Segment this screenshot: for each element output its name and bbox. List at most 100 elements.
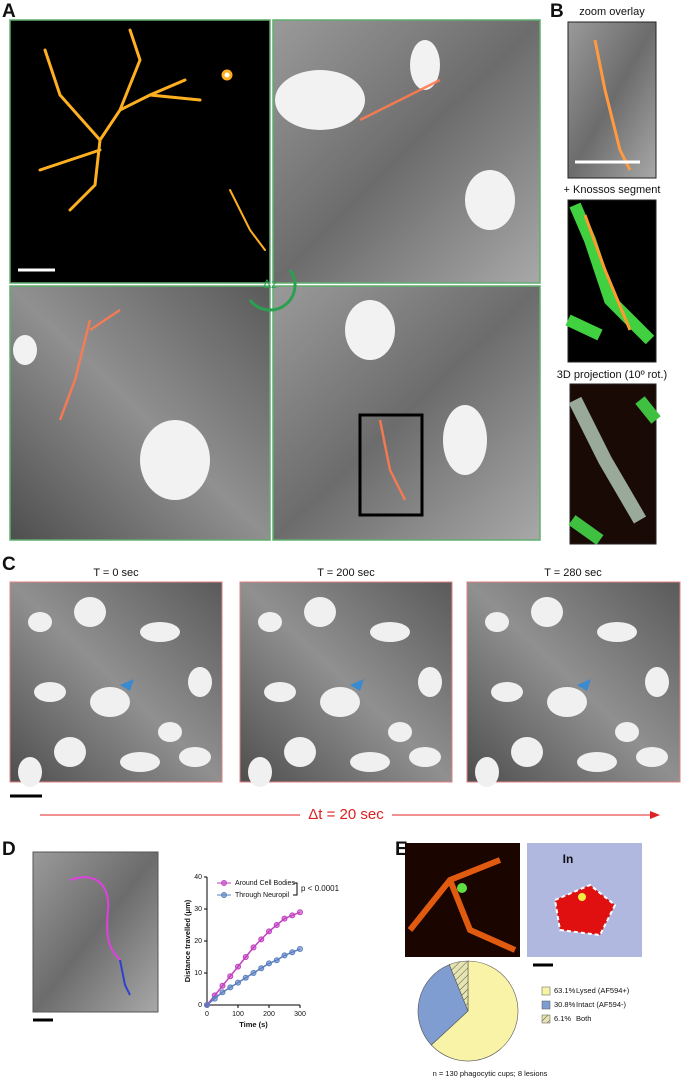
series-marker [235, 963, 241, 970]
microglia-signal [407, 857, 517, 953]
arrowheads [120, 679, 591, 691]
cell-body [388, 722, 412, 742]
legend-marker [221, 892, 227, 898]
cup-overlay [553, 883, 617, 937]
cell-body [18, 757, 42, 787]
track-path [69, 876, 121, 961]
cell-body [90, 687, 130, 717]
em-features [13, 40, 515, 500]
legend-swatch [541, 986, 551, 996]
cell-body [74, 597, 106, 627]
cell-body [320, 687, 360, 717]
x-tick-label: 300 [294, 1011, 306, 1018]
series-marker [281, 952, 288, 959]
timepoint: T = 0 sec [93, 567, 139, 579]
y-tick-label: 0 [198, 1002, 202, 1009]
cell-body [370, 622, 410, 642]
series-marker [250, 970, 257, 976]
series-marker [258, 936, 265, 943]
legend-label: Intact (AF594-) [576, 1000, 627, 1009]
cell-body [577, 752, 617, 772]
cell-body [491, 682, 523, 702]
timepoint: T = 280 sec [544, 567, 602, 579]
series-marker [297, 909, 303, 916]
series-marker [258, 965, 265, 972]
cell-body [179, 747, 211, 767]
series-marker [242, 974, 249, 981]
series-marker [219, 989, 226, 996]
legend-swatch [541, 1000, 551, 1010]
x-tick-label: 0 [205, 1011, 209, 1018]
track-path [119, 959, 131, 996]
series-marker [266, 928, 272, 935]
cell-bodies [18, 597, 669, 787]
image-label: In [563, 852, 574, 866]
cell-body [547, 687, 587, 717]
cell-body [188, 667, 212, 697]
series-marker [242, 954, 249, 960]
cell-body [597, 622, 637, 642]
interval-label: Δt = 20 sec [308, 806, 384, 823]
series-marker [227, 984, 234, 991]
series-marker [235, 979, 241, 986]
legend-label: Lysed (AF594+) [576, 986, 630, 995]
cell-body [284, 737, 316, 767]
cell-body [475, 757, 499, 787]
significance-bracket [293, 882, 298, 896]
y-axis-label: Distance travelled (μm) [183, 899, 192, 982]
cell-body [34, 682, 66, 702]
cell-body [158, 722, 182, 742]
cell-body [54, 737, 86, 767]
fluorescence-image [405, 843, 520, 957]
rotation-arrow [248, 269, 297, 312]
cell-body [636, 747, 668, 767]
series-marker [250, 944, 257, 951]
panel-label: B [550, 1, 564, 22]
cell-body [264, 682, 296, 702]
series-marker [281, 915, 288, 922]
zoom-image [567, 21, 657, 179]
series-marker [289, 949, 296, 956]
caption: + Knossos segment [564, 184, 661, 196]
series-marker [273, 922, 280, 928]
panel-label: D [2, 839, 16, 860]
series-marker [273, 957, 280, 964]
zoom-box [358, 413, 424, 517]
microglia-signal [583, 214, 632, 331]
legend-label: Through Neuropil [235, 892, 290, 899]
segment-overlay [565, 202, 655, 345]
x-tick-label: 200 [263, 1011, 275, 1018]
cell-body [120, 752, 160, 772]
timelapse: T = 0 sec T = 200 sec T = 280 sec [9, 567, 681, 783]
panel-label: E [395, 839, 408, 860]
caption: zoom overlay [579, 6, 645, 18]
cell-body [350, 752, 390, 772]
legend-value: 63.1% [554, 986, 576, 995]
segment-overlay [568, 396, 661, 545]
series-marker [219, 982, 226, 989]
y-tick-label: 20 [194, 938, 202, 945]
cell-body [258, 612, 282, 632]
cup-marker [457, 883, 467, 893]
microglia-signal [593, 39, 632, 171]
y-tick-label: 30 [194, 906, 202, 913]
x-axis-label: Time (s) [239, 1020, 268, 1029]
cell-body [531, 597, 563, 627]
pie-hatch [449, 960, 468, 1011]
legend-hatch [542, 1015, 550, 1023]
legend-marker [221, 880, 227, 886]
cell-body [140, 622, 180, 642]
cell-trace [38, 28, 266, 251]
series-marker [211, 995, 218, 1002]
cell-body [615, 722, 639, 742]
microglia-signal [58, 78, 441, 501]
series-marker [289, 912, 296, 919]
y-tick-label: 40 [194, 874, 202, 881]
legend-value: 6.1% [554, 1014, 571, 1023]
cell-body [248, 757, 272, 787]
cell-body [645, 667, 669, 697]
legend-label: Around Cell Bodies [235, 880, 295, 887]
rotation-label: Δz [263, 277, 277, 291]
panel-a-images [9, 19, 541, 541]
